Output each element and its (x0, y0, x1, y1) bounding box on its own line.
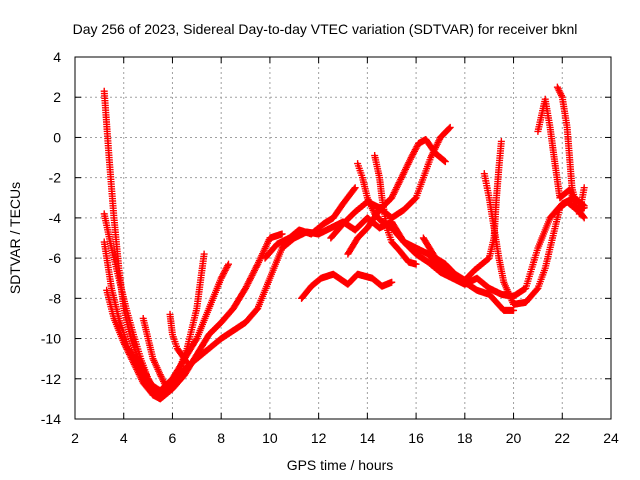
series-track-j (327, 123, 454, 242)
data-point (219, 271, 227, 279)
grid (75, 57, 611, 419)
x-tick-label: 8 (217, 430, 225, 446)
data-point (410, 195, 418, 203)
y-tick-label: 4 (53, 49, 61, 65)
y-axis-ticks: 4 2 0 -2 -4 -6 -8 -10 -12 -14 (41, 49, 611, 427)
x-tick-label: 22 (554, 430, 570, 446)
data-point (200, 250, 208, 258)
data-point (412, 260, 420, 268)
x-tick-label: 16 (408, 430, 424, 446)
data-point (223, 263, 231, 271)
data-point (579, 213, 587, 221)
data-point (218, 273, 226, 281)
data-point (410, 149, 418, 157)
data-point (351, 184, 359, 192)
x-axis-ticks: 2 4 6 8 10 12 14 16 18 20 22 24 (71, 57, 619, 446)
y-tick-label: -8 (49, 290, 62, 306)
data-point (510, 306, 518, 314)
data-point (412, 144, 420, 152)
data-point (411, 195, 419, 203)
x-tick-label: 6 (169, 430, 177, 446)
data-point (413, 143, 421, 151)
data-point (580, 204, 588, 212)
x-tick-label: 24 (603, 430, 619, 446)
y-tick-label: -14 (41, 411, 61, 427)
data-point (580, 184, 588, 192)
y-tick-label: 2 (53, 89, 61, 105)
series-track-k (344, 135, 449, 258)
y-tick-label: -4 (49, 210, 62, 226)
data-point (220, 270, 228, 278)
data-point (446, 123, 454, 131)
data-point (242, 283, 250, 291)
data-point (242, 284, 250, 292)
y-tick-label: -12 (41, 371, 61, 387)
data-point (411, 146, 419, 154)
data-point (222, 265, 230, 273)
series-track-m (371, 152, 420, 268)
series-track-d (103, 250, 208, 399)
series-track-c (100, 238, 232, 395)
series-track-p (534, 95, 588, 218)
series-track-g (168, 194, 588, 391)
data-point (250, 267, 258, 275)
data-point (192, 336, 200, 344)
plot-frame (74, 56, 612, 420)
data-point (407, 154, 415, 162)
y-tick-label: 0 (53, 129, 61, 145)
y-axis-label: SDTVAR / TECUs (7, 182, 23, 294)
data-point (224, 260, 232, 268)
data-point (252, 263, 260, 271)
data-point (253, 262, 261, 270)
data-points (100, 83, 588, 403)
data-point (350, 185, 358, 193)
data-point (224, 262, 232, 270)
data-point (244, 279, 252, 287)
data-point (410, 147, 418, 155)
x-tick-label: 12 (311, 430, 327, 446)
series-track-i (298, 270, 396, 302)
series-track-f (166, 310, 191, 367)
x-tick-label: 14 (360, 430, 376, 446)
data-point (248, 271, 256, 279)
data-point (580, 214, 588, 222)
data-point (246, 276, 254, 284)
data-point (278, 230, 286, 238)
data-point (497, 137, 505, 145)
data-point (247, 273, 255, 281)
data-point (441, 158, 449, 166)
data-point (161, 381, 169, 389)
x-tick-label: 20 (506, 430, 522, 446)
data-point (182, 358, 190, 366)
y-tick-label: -10 (41, 331, 61, 347)
series-track-q (553, 83, 588, 222)
x-tick-label: 2 (71, 430, 79, 446)
data-point (250, 268, 258, 276)
data-point (445, 124, 453, 132)
x-tick-label: 4 (120, 430, 128, 446)
data-point (408, 152, 416, 160)
data-point (246, 275, 254, 283)
data-point (533, 285, 541, 293)
data-point (221, 266, 229, 274)
data-point (243, 281, 251, 289)
data-point (217, 274, 225, 282)
x-tick-label: 18 (457, 430, 473, 446)
y-tick-label: -6 (49, 250, 62, 266)
y-tick-label: -2 (49, 170, 62, 186)
data-point (388, 278, 396, 286)
data-point (249, 270, 257, 278)
x-tick-label: 10 (262, 430, 278, 446)
chart-title: Day 256 of 2023, Sidereal Day-to-day VTE… (73, 21, 578, 37)
data-point (245, 278, 253, 286)
data-point (251, 265, 259, 273)
series-track-e (139, 314, 169, 389)
data-point (409, 150, 417, 158)
series-track-h (261, 184, 359, 262)
data-point (220, 268, 228, 276)
x-axis-label: GPS time / hours (287, 457, 394, 473)
